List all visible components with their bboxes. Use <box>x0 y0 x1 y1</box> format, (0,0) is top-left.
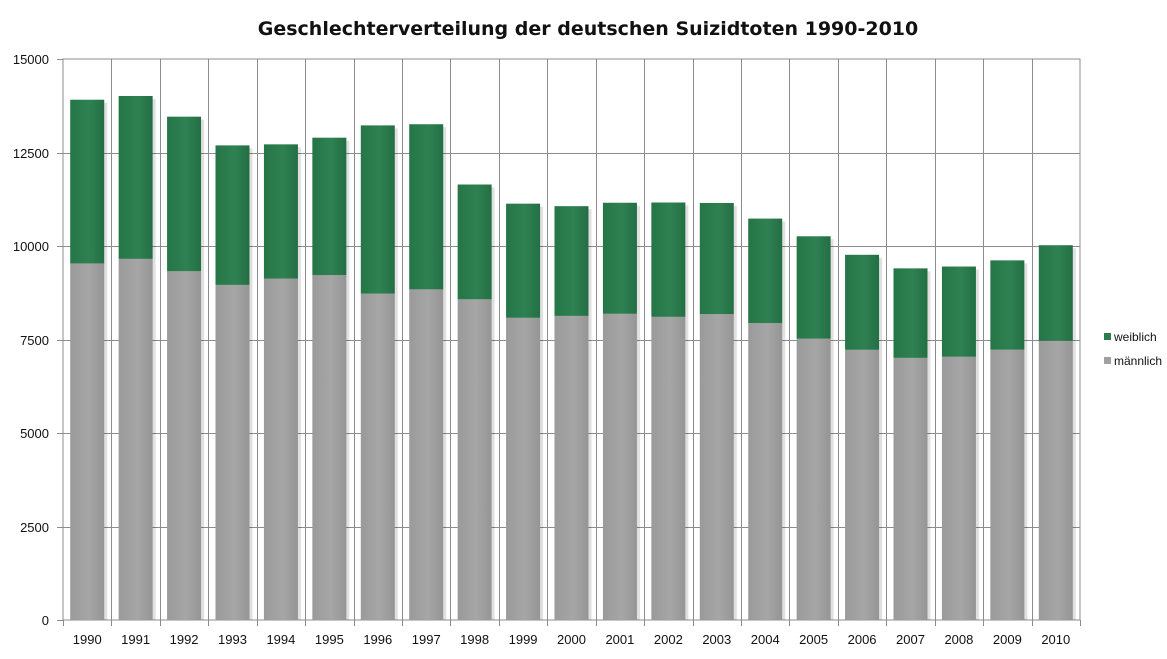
bar-maennlich-1996 <box>360 293 395 620</box>
legend: weiblich männlich <box>1104 330 1162 368</box>
x-tick-label: 2008 <box>944 632 973 647</box>
x-tick-label: 1994 <box>266 632 295 647</box>
bar-weiblich-2007 <box>893 268 928 358</box>
x-tick-label: 1996 <box>363 632 392 647</box>
x-tick-label: 2007 <box>896 632 925 647</box>
axes: 0 2500 5000 7500 10000 12500 15000 1990 1991 1992… <box>13 52 1081 647</box>
bar-maennlich-1992 <box>167 271 202 620</box>
bar-weiblich-2004 <box>748 218 783 324</box>
y-tick-label: 10000 <box>13 239 49 254</box>
bar-maennlich-2006 <box>845 349 880 620</box>
bar-weiblich-2008 <box>941 266 976 357</box>
bar-maennlich-1990 <box>70 263 105 620</box>
bar-weiblich-2001 <box>602 202 637 314</box>
bar-weiblich-1999 <box>506 203 541 318</box>
bar-maennlich-1999 <box>506 317 541 620</box>
legend-swatch <box>1104 333 1111 340</box>
x-tick-label: 2009 <box>993 632 1022 647</box>
x-tick-label: 2000 <box>557 632 586 647</box>
bar-maennlich-1994 <box>263 278 298 620</box>
bar-maennlich-2010 <box>1038 340 1073 620</box>
bar-weiblich-1992 <box>167 116 202 272</box>
x-tick-label: 1993 <box>218 632 247 647</box>
x-tick-label: 2006 <box>848 632 877 647</box>
bar-weiblich-1994 <box>263 144 298 279</box>
x-tick-label: 2001 <box>605 632 634 647</box>
bar-maennlich-2009 <box>990 349 1025 620</box>
bar-weiblich-1996 <box>360 125 395 294</box>
x-tick-label: 2005 <box>799 632 828 647</box>
bar-maennlich-2007 <box>893 357 928 620</box>
bar-weiblich-1995 <box>312 137 347 276</box>
bar-weiblich-1998 <box>457 184 492 300</box>
bar-weiblich-2009 <box>990 260 1025 350</box>
y-tick-label: 5000 <box>20 426 49 441</box>
y-tick-label: 2500 <box>20 520 49 535</box>
bar-maennlich-1991 <box>118 258 153 620</box>
legend-label: männlich <box>1114 354 1162 368</box>
x-tick-label: 1998 <box>460 632 489 647</box>
x-tick-label: 2004 <box>751 632 780 647</box>
bar-weiblich-2006 <box>845 254 880 350</box>
y-tick-label: 12500 <box>13 146 49 161</box>
legend-swatch <box>1104 357 1111 364</box>
bar-maennlich-2008 <box>941 356 976 620</box>
y-tick-label: 0 <box>42 613 49 628</box>
y-tick-label: 7500 <box>20 333 49 348</box>
x-tick-label: 2002 <box>654 632 683 647</box>
bar-weiblich-1993 <box>215 145 250 285</box>
legend-label: weiblich <box>1113 330 1157 344</box>
bar-maennlich-2002 <box>651 316 686 620</box>
bar-maennlich-1995 <box>312 275 347 620</box>
bar-maennlich-2005 <box>796 338 831 620</box>
bar-maennlich-2001 <box>602 313 637 620</box>
bar-maennlich-1997 <box>409 289 444 620</box>
bar-weiblich-2005 <box>796 236 831 339</box>
x-tick-label: 2010 <box>1041 632 1070 647</box>
x-tick-label: 1990 <box>73 632 102 647</box>
bar-maennlich-2003 <box>699 314 734 620</box>
bar-weiblich-1991 <box>118 95 153 259</box>
x-tick-label: 2003 <box>702 632 731 647</box>
bar-maennlich-2000 <box>554 315 589 620</box>
bar-weiblich-2003 <box>699 202 734 315</box>
bar-weiblich-2002 <box>651 202 686 317</box>
bar-weiblich-1990 <box>70 99 105 264</box>
y-tick-label: 15000 <box>13 52 49 67</box>
chart-title: Geschlechterverteilung der deutschen Sui… <box>258 18 919 40</box>
bar-weiblich-2000 <box>554 206 589 316</box>
bar-weiblich-2010 <box>1038 245 1073 341</box>
gridlines <box>62 58 1081 621</box>
x-tick-label: 1997 <box>412 632 441 647</box>
x-tick-label: 1991 <box>121 632 150 647</box>
x-tick-label: 1995 <box>315 632 344 647</box>
bar-maennlich-1993 <box>215 284 250 620</box>
bar-maennlich-1998 <box>457 299 492 620</box>
x-tick-label: 1992 <box>170 632 199 647</box>
bar-maennlich-2004 <box>748 323 783 620</box>
x-tick-label: 1999 <box>509 632 538 647</box>
bar-weiblich-1997 <box>409 124 444 290</box>
bars <box>70 95 1076 621</box>
